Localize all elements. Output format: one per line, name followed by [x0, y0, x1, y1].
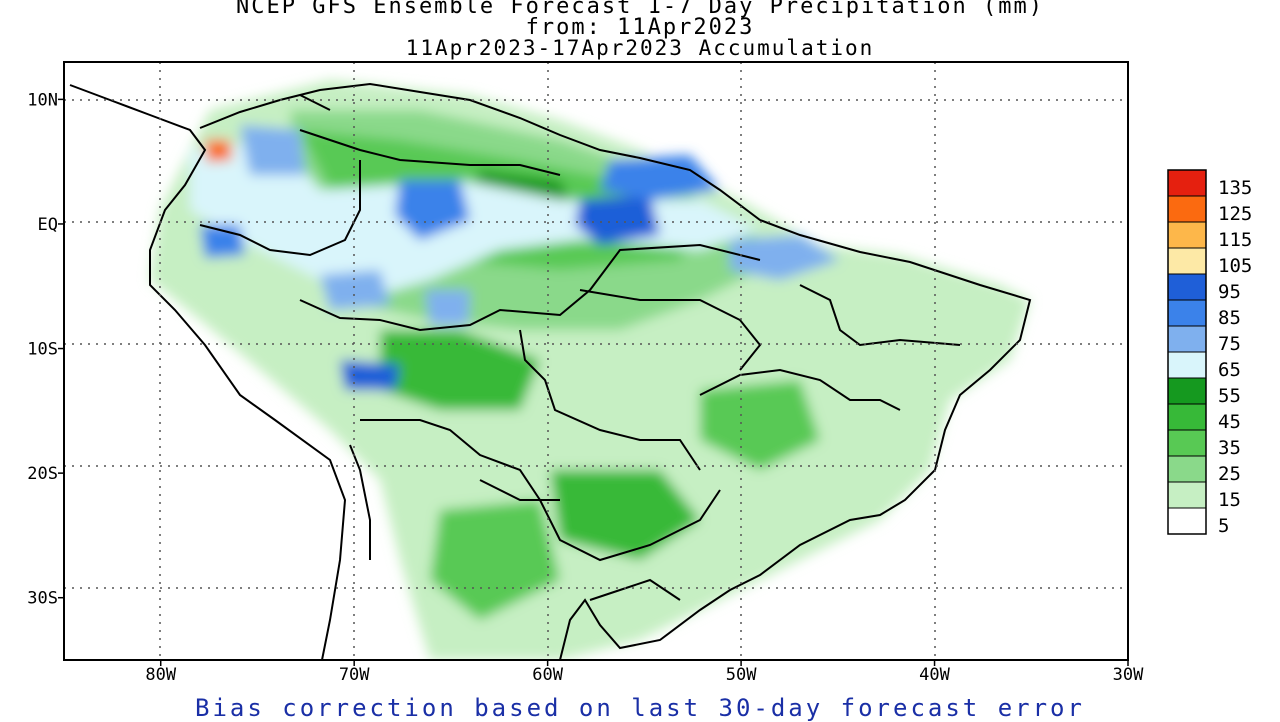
lon-tick-label: 30W	[1113, 665, 1144, 685]
lat-lon-grid	[64, 62, 1128, 660]
legend-swatch	[1167, 169, 1207, 197]
legend-level-label: 85	[1218, 307, 1241, 329]
map-area	[64, 62, 1128, 660]
legend-swatch	[1167, 299, 1207, 327]
legend-level-label: 5	[1218, 515, 1229, 537]
legend-level-label: 135	[1218, 177, 1252, 199]
legend-level-label: 55	[1218, 385, 1241, 407]
precipitation-map: 10N EQ 10S 20S 30S 80W 70W 60W 50W 40W 30W 135 125…	[27, 61, 1252, 685]
legend-swatch	[1167, 195, 1207, 223]
map-subtitle-period: 11Apr2023-17Apr2023 Accumulation	[405, 36, 875, 60]
bias-correction-note: Bias correction based on last 30-day for…	[195, 694, 1085, 722]
legend-level-label: 35	[1218, 437, 1241, 459]
lat-tick-label: 20S	[27, 464, 58, 484]
precipitation-legend: 135 125 115 105 95 85 75 65 55 45 35 25 15 5	[1167, 169, 1252, 537]
map-frame	[63, 61, 1129, 661]
legend-swatch	[1167, 273, 1207, 301]
legend-swatch	[1167, 325, 1207, 353]
lat-tick-label: 10S	[27, 340, 58, 360]
legend-level-label: 75	[1218, 333, 1241, 355]
lon-tick-label: 70W	[339, 665, 370, 685]
legend-level-label: 25	[1218, 463, 1241, 485]
legend-swatch	[1167, 351, 1207, 379]
legend-level-label: 115	[1218, 229, 1252, 251]
legend-level-label: 65	[1218, 359, 1241, 381]
lon-tick-label: 60W	[532, 665, 563, 685]
longitude-labels: 80W 70W 60W 50W 40W 30W	[145, 660, 1144, 685]
lat-tick-label: EQ	[38, 215, 58, 235]
legend-level-label: 15	[1218, 489, 1241, 511]
legend-level-label: 105	[1218, 255, 1252, 277]
legend-swatch	[1167, 507, 1207, 535]
legend-swatch	[1167, 247, 1207, 275]
legend-swatch	[1167, 403, 1207, 431]
lat-tick-label: 10N	[27, 90, 58, 110]
lon-tick-label: 40W	[919, 665, 950, 685]
map-title: NCEP GFS Ensemble Forecast 1-7 Day Preci…	[236, 0, 1044, 19]
legend-level-label: 45	[1218, 411, 1241, 433]
legend-outline	[1167, 169, 1207, 535]
legend-swatch	[1167, 429, 1207, 457]
legend-swatch	[1167, 377, 1207, 405]
lon-tick-label: 80W	[145, 665, 176, 685]
legend-level-label: 125	[1218, 203, 1252, 225]
precipitation-shading	[150, 80, 1030, 660]
legend-swatch	[1167, 221, 1207, 249]
legend-swatch	[1167, 455, 1207, 483]
lon-tick-label: 50W	[726, 665, 757, 685]
latitude-labels: 10N EQ 10S 20S 30S	[27, 90, 64, 609]
lat-tick-label: 30S	[27, 589, 58, 609]
coastlines-and-borders	[69, 82, 1032, 660]
legend-level-label: 95	[1218, 281, 1241, 303]
legend-swatch	[1167, 481, 1207, 509]
map-subtitle-date: from: 11Apr2023	[525, 15, 755, 40]
